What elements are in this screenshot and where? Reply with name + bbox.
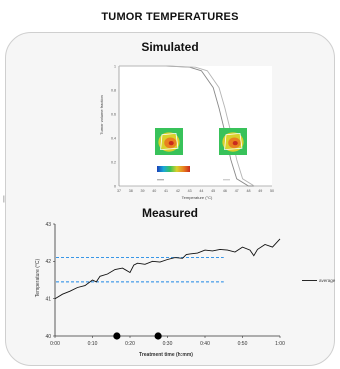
measured-x-tick-label: 0:20 <box>125 341 135 347</box>
page-title: TUMOR TEMPERATURES <box>101 11 239 23</box>
measured-event-marker-2 <box>154 332 162 340</box>
simulated-x-tick-label: 39 <box>141 189 145 193</box>
simulated-series-line-2 <box>119 65 272 187</box>
simulated-x-tick-label: 44 <box>199 189 203 193</box>
simulated-xlabel: Temperature (°C) <box>182 195 213 200</box>
side-mark: | <box>3 196 5 203</box>
simulated-x-tick-label: 48 <box>246 189 250 193</box>
measured-x-tick-label: 0:10 <box>88 341 98 347</box>
inset-heatmap-after-outline <box>224 132 243 151</box>
measured-x-tick-label: 0:50 <box>238 341 248 347</box>
simulated-x-tick-label: 47 <box>235 189 239 193</box>
simulated-x-tick-label: 45 <box>211 189 215 193</box>
measured-y-tick-label: 42 <box>45 259 51 265</box>
measured-x-tick-label: 0:00 <box>50 341 60 347</box>
simulated-x-tick-label: 46 <box>223 189 227 193</box>
simulated-y-tick-label: 0 <box>114 184 116 188</box>
measured-xlabel: Treatment time (h:mm) <box>139 352 193 358</box>
measured-x-tick-label: 1:00 <box>275 341 285 347</box>
simulated-ylabel: Tumor volume fraction <box>99 95 104 135</box>
inset-colorbar <box>157 166 190 172</box>
simulated-y-tick-label: 0.2 <box>111 160 116 164</box>
simulated-x-tick-label: 42 <box>176 189 180 193</box>
measured-series-line <box>54 238 281 300</box>
measured-x-tick-label: 0:30 <box>163 341 173 347</box>
simulated-x-tick-label: 43 <box>188 189 192 193</box>
figure-panel <box>5 32 335 366</box>
simulated-y-tick-label: 1 <box>114 64 116 68</box>
simulated-y-tick-label: 0.4 <box>111 136 116 140</box>
measured-ylabel: Temperature (°C) <box>35 258 41 297</box>
inset-heatmap-before-zone-core <box>168 140 174 146</box>
measured-title: Measured <box>141 206 199 220</box>
measured-event-marker-1 <box>113 332 121 340</box>
simulated-x-tick-label: 40 <box>152 189 156 193</box>
simulated-title: Simulated <box>141 40 199 54</box>
simulated-plot-area <box>119 66 272 186</box>
inset-heatmap-before-outline <box>160 132 179 151</box>
simulated-y-tick-label: 0.8 <box>111 88 116 92</box>
simulated-x-tick-label: 41 <box>164 189 168 193</box>
measured-y-tick-label: 40 <box>45 334 51 340</box>
measured-legend-label: average <box>319 278 336 283</box>
simulated-x-tick-label: 50 <box>270 189 274 193</box>
simulated-y-tick-label: 0.6 <box>111 112 116 116</box>
measured-x-tick-label: 0:40 <box>200 341 210 347</box>
measured-y-tick-label: 43 <box>45 222 51 228</box>
simulated-x-tick-label: 49 <box>258 189 262 193</box>
simulated-x-tick-label: 37 <box>117 189 121 193</box>
measured-y-tick-label: 41 <box>45 296 51 302</box>
inset-heatmap-after-zone-core <box>232 140 238 146</box>
simulated-x-tick-label: 38 <box>129 189 133 193</box>
